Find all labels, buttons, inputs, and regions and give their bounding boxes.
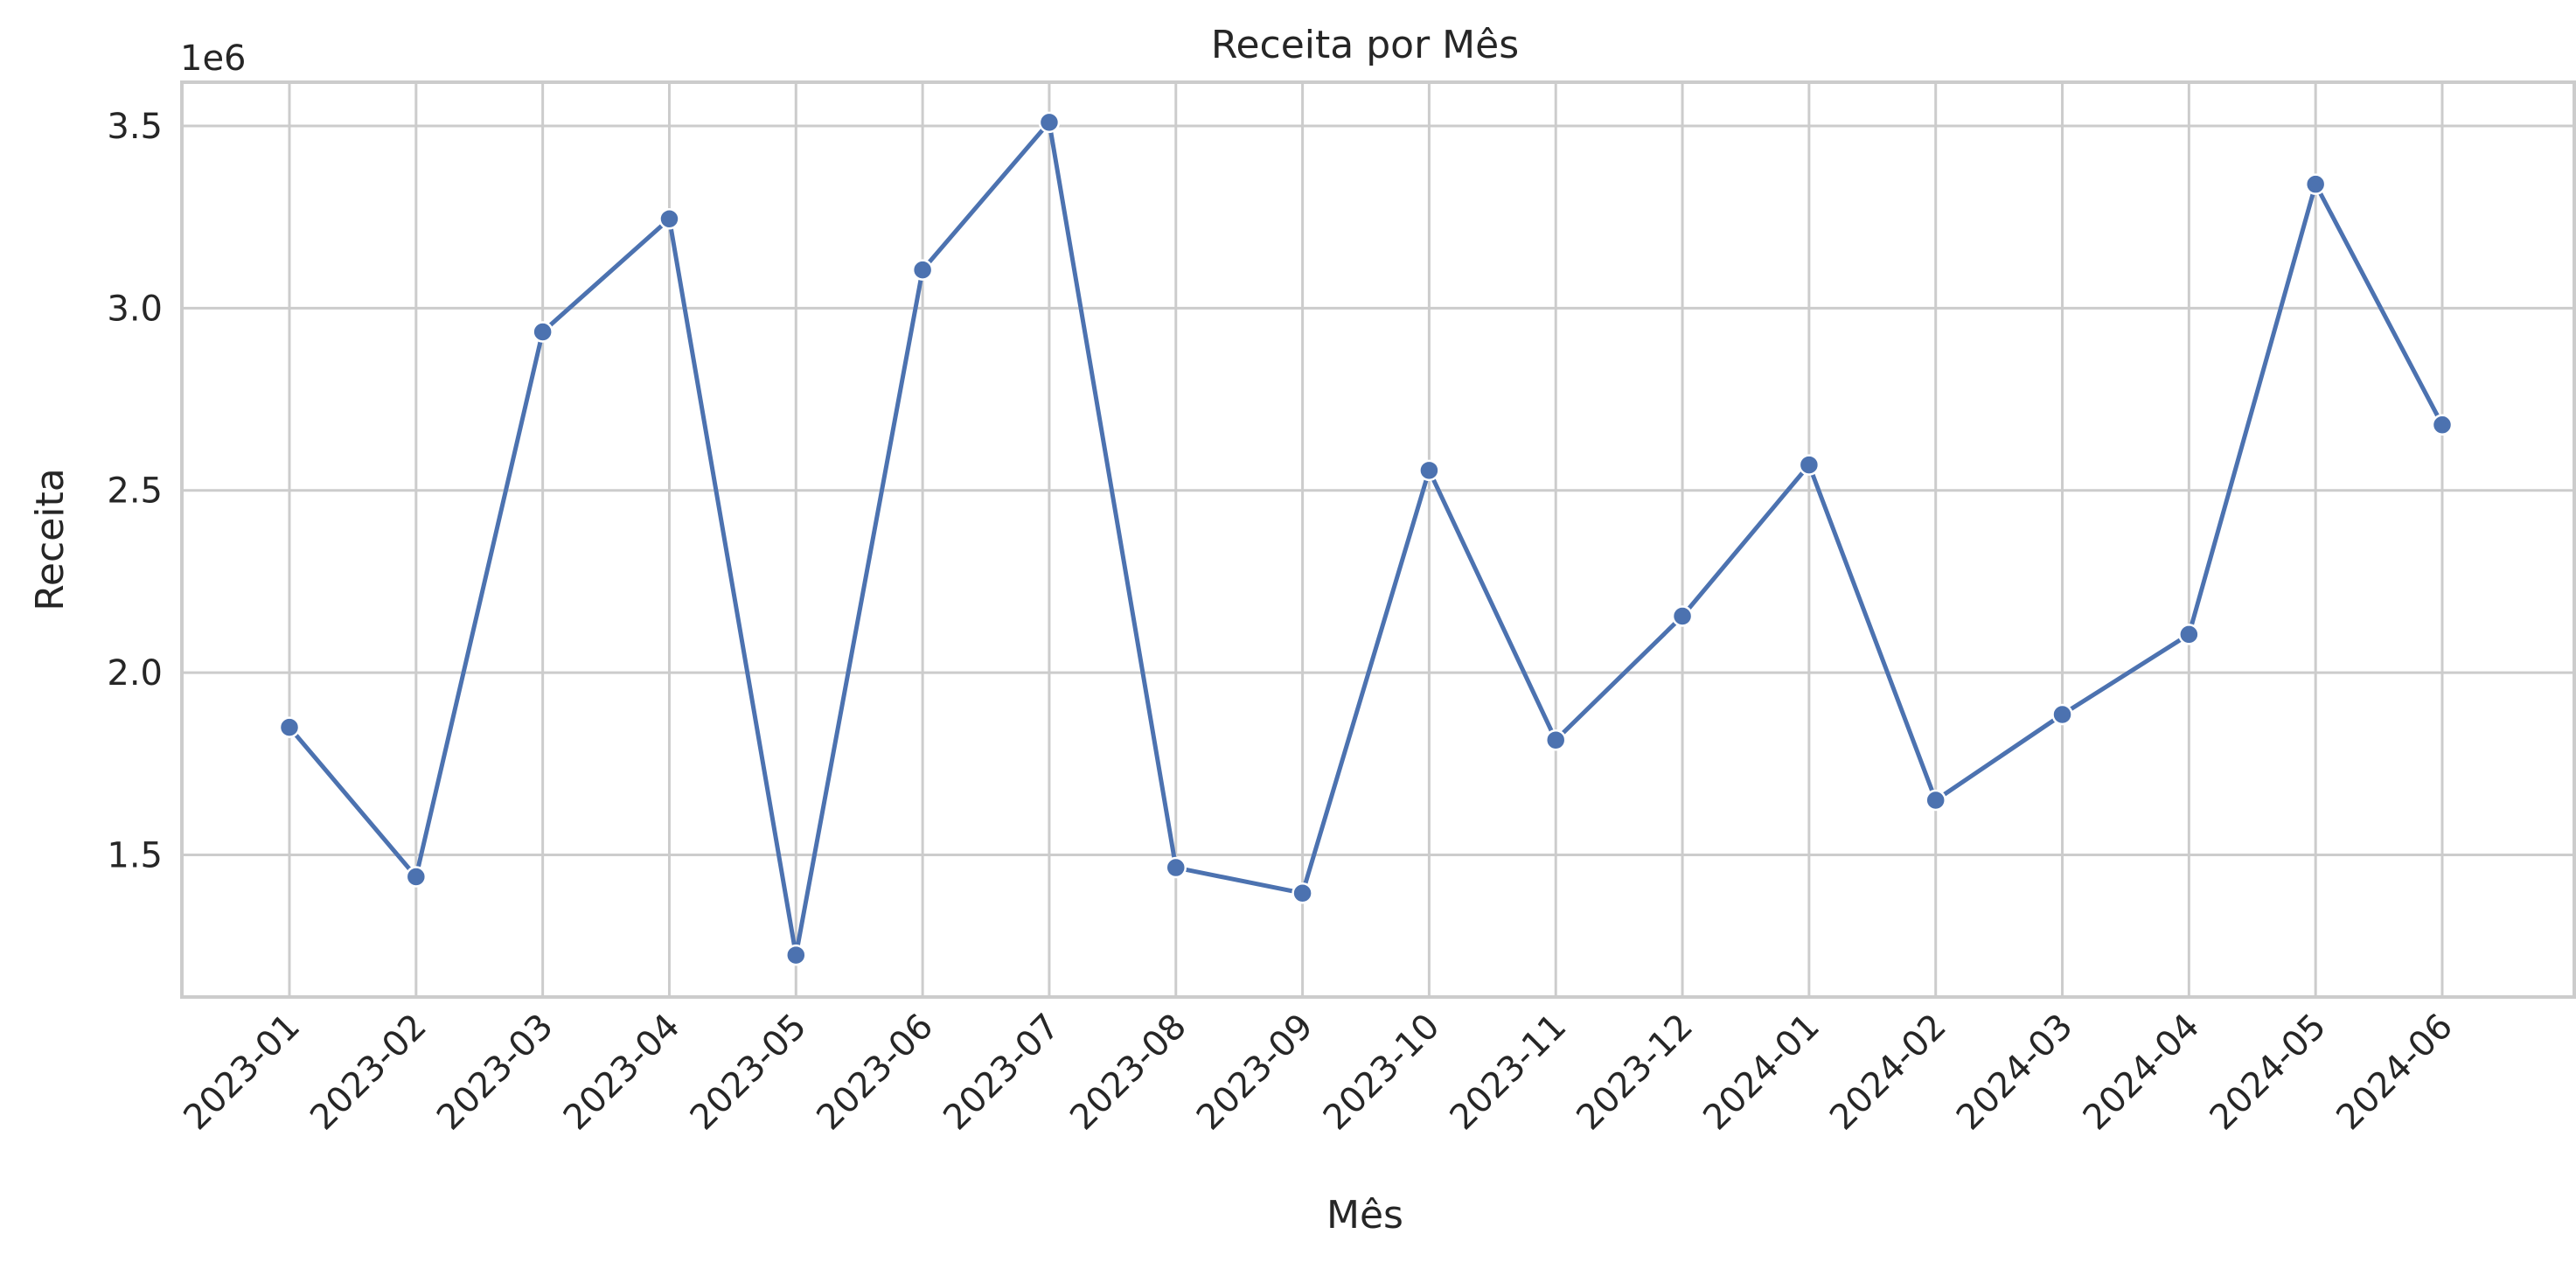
- data-point: [1165, 856, 1187, 879]
- x-tick-label: 2024-01: [1695, 1007, 1828, 1139]
- data-point: [1925, 789, 1946, 812]
- x-tick-label: 2023-10: [1316, 1007, 1448, 1139]
- data-point: [1798, 454, 1821, 476]
- x-tick-label: 2023-07: [936, 1007, 1068, 1139]
- y-tick-label: 1.5: [107, 835, 163, 875]
- data-point: [2304, 173, 2327, 195]
- x-gridlines: [288, 82, 2444, 997]
- x-tick-label: 2023-02: [303, 1007, 435, 1139]
- data-point: [532, 321, 553, 343]
- plot-frame: [180, 80, 2576, 999]
- data-point: [2431, 414, 2454, 436]
- x-tick-label: 2023-12: [1569, 1007, 1701, 1139]
- x-tick-label: 2024-03: [1949, 1007, 2081, 1139]
- x-tick-labels: 2023-012023-022023-032023-042023-052023-…: [176, 1007, 2461, 1139]
- x-tick-label: 2024-06: [2329, 1007, 2461, 1139]
- x-tick-label: 2023-03: [429, 1007, 561, 1139]
- data-point: [658, 208, 680, 230]
- data-point: [278, 716, 301, 738]
- x-tick-label: 2023-08: [1062, 1007, 1194, 1139]
- x-tick-label: 2023-11: [1443, 1007, 1575, 1139]
- y-axis-label: Receita: [28, 468, 73, 610]
- x-tick-label: 2024-04: [2076, 1007, 2208, 1139]
- y-tick-label: 2.5: [107, 471, 163, 512]
- x-tick-label: 2024-02: [1822, 1007, 1954, 1139]
- data-point: [1671, 605, 1694, 627]
- series-line: [288, 120, 2445, 958]
- series-group: [278, 111, 2454, 966]
- x-tick-label: 2023-05: [683, 1007, 815, 1139]
- y-tick-labels: 1.5 2.0 2.5 3.0 3.5: [107, 107, 163, 875]
- x-axis-label: Mês: [1326, 1193, 1403, 1238]
- x-tick-label: 2023-04: [556, 1007, 688, 1139]
- chart-title: Receita por Mês: [1211, 23, 1519, 67]
- y-offset-label: 1e6: [180, 38, 247, 79]
- data-point: [2051, 703, 2073, 726]
- x-tick-label: 2023-09: [1189, 1007, 1321, 1139]
- data-point: [2178, 624, 2200, 645]
- x-tick-label: 2024-05: [2203, 1007, 2335, 1139]
- data-point: [1038, 111, 1061, 134]
- data-point: [1291, 882, 1313, 904]
- x-tick-label: 2023-01: [176, 1007, 308, 1139]
- y-tick-label: 3.0: [107, 289, 163, 329]
- y-tick-label: 3.5: [107, 107, 163, 147]
- y-gridlines: [182, 124, 2574, 856]
- data-point: [405, 866, 428, 888]
- data-point: [785, 944, 807, 966]
- data-point: [1418, 459, 1440, 482]
- y-tick-label: 2.0: [107, 653, 163, 694]
- data-point: [911, 259, 934, 281]
- x-tick-label: 2023-06: [809, 1007, 941, 1139]
- data-point: [1544, 729, 1567, 751]
